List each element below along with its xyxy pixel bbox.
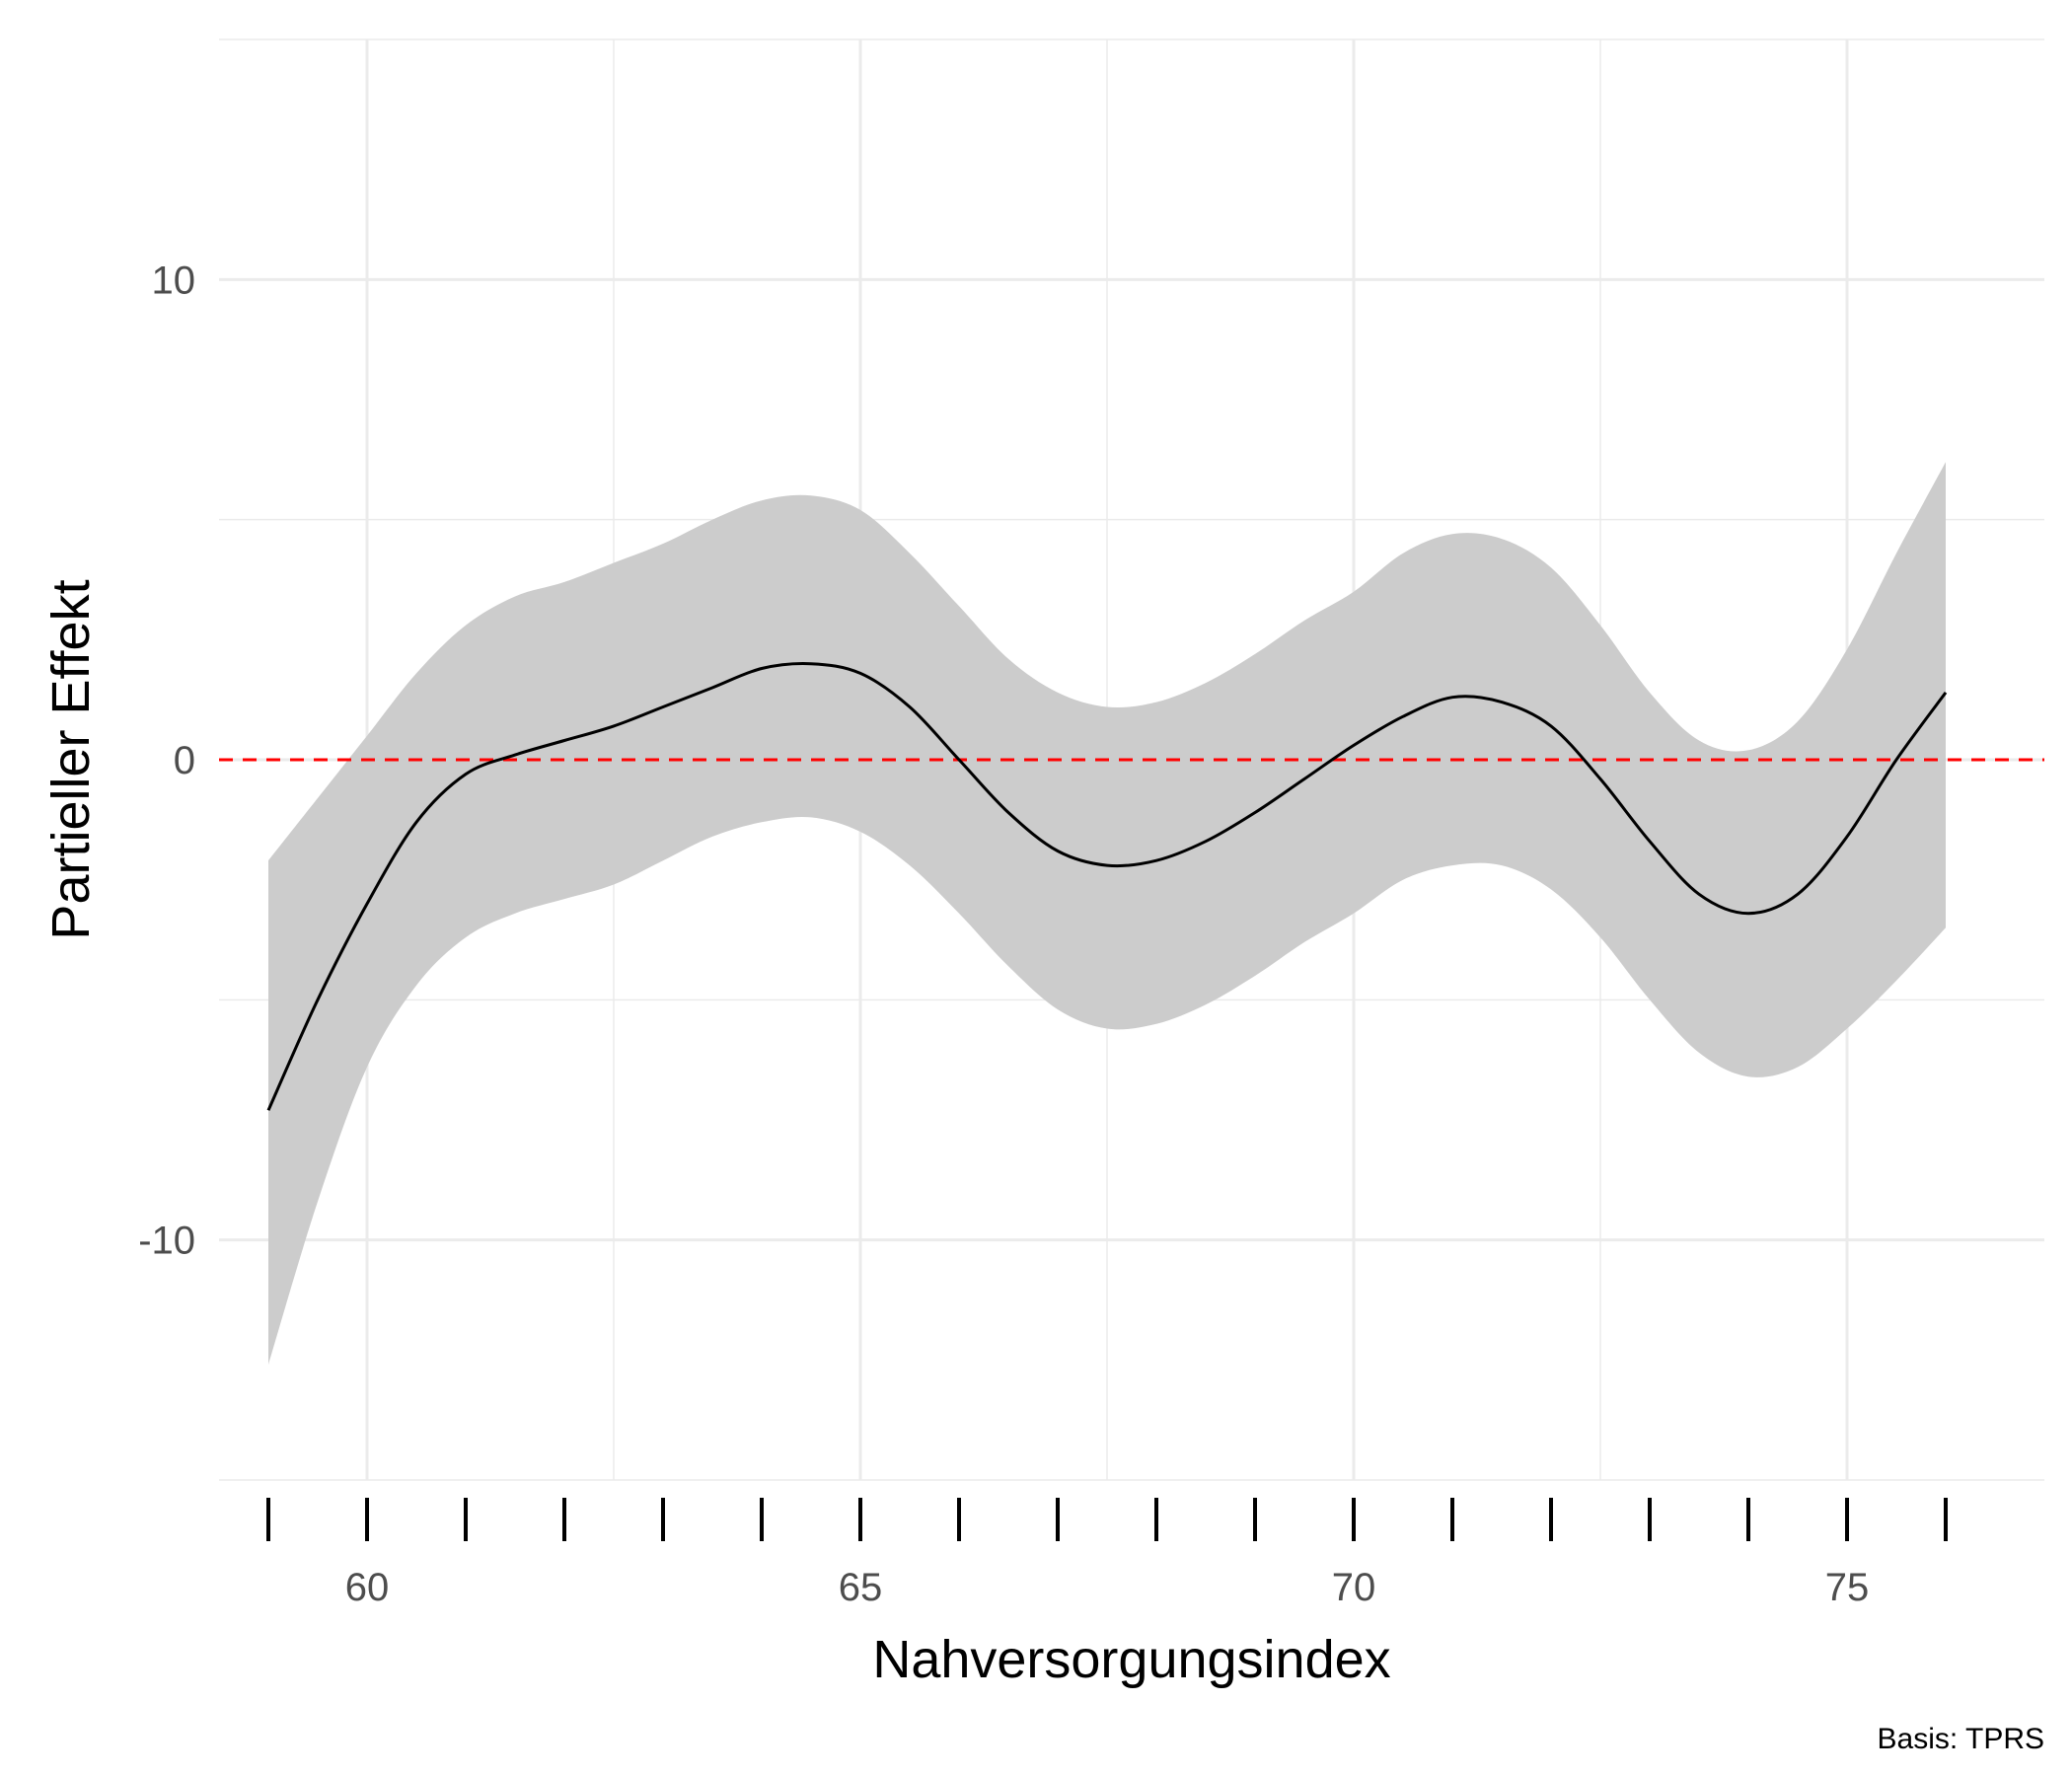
y-axis-tick-labels: -10 0 10 bbox=[138, 259, 195, 1262]
y-tick-label: -10 bbox=[138, 1220, 195, 1263]
y-tick-label: 0 bbox=[174, 739, 195, 782]
x-tick-label: 75 bbox=[1825, 1566, 1870, 1609]
x-axis-title: Nahversorgungsindex bbox=[872, 1630, 1390, 1689]
y-tick-label: 10 bbox=[152, 259, 196, 302]
x-tick-label: 60 bbox=[345, 1566, 390, 1609]
caption: Basis: TPRS bbox=[1878, 1723, 2045, 1755]
x-axis-tick-labels: 60 65 70 75 bbox=[345, 1566, 1870, 1609]
confidence-band bbox=[268, 462, 1946, 1366]
x-tick-label: 65 bbox=[839, 1566, 883, 1609]
x-tick-label: 70 bbox=[1332, 1566, 1376, 1609]
y-axis-title: Partieller Effekt bbox=[41, 579, 101, 939]
smooth-effect-line bbox=[266, 662, 1948, 1111]
rug-marks bbox=[266, 1498, 1948, 1541]
